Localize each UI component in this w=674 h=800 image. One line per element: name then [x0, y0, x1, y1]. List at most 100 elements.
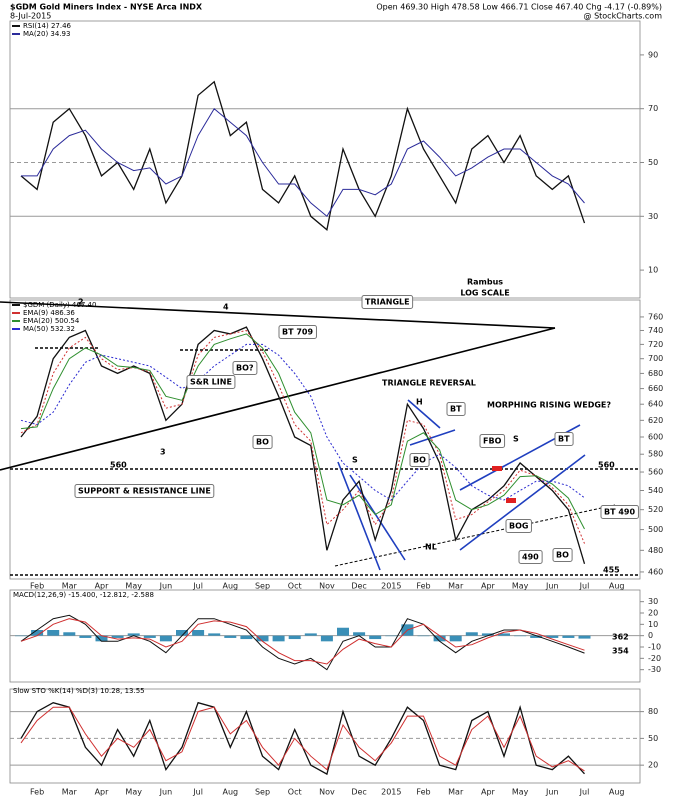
histogram-bar [111, 635, 124, 638]
x-tick-label: Aug [609, 788, 625, 797]
x-tick-label: Feb [416, 788, 430, 797]
x-tick-label: Sep [255, 582, 270, 591]
x-tick-label: Nov [319, 788, 335, 797]
histogram-bar [546, 635, 559, 638]
annotation: 362 [612, 633, 629, 642]
blue-line-1 [337, 461, 381, 571]
histogram-bar [353, 632, 366, 636]
series-line [20, 329, 585, 544]
y-tick-label: 20 [648, 609, 658, 618]
x-tick-label: Oct [288, 582, 302, 591]
histogram-bar [514, 635, 527, 637]
y-tick-label: 720 [648, 340, 663, 349]
annotation-box [74, 484, 215, 498]
wedge-bottom [459, 454, 586, 551]
x-tick-label: Jun [159, 788, 173, 797]
y-tick-label: -30 [648, 665, 661, 674]
legend-entry: RSI(14) 27.46 [23, 22, 72, 30]
date: 8-Jul-2015 [10, 12, 51, 21]
annotation: FBO [483, 437, 502, 446]
x-tick-label: Dec [351, 582, 366, 591]
histogram-bar [530, 635, 543, 638]
neckline [334, 504, 616, 567]
annotation-box [446, 402, 466, 416]
histogram-bar [272, 635, 285, 642]
histogram-bar [95, 635, 108, 642]
y-tick-label: 480 [648, 546, 663, 555]
annotation: H [416, 398, 423, 407]
histogram-bar [288, 635, 301, 640]
annotation: BT [558, 435, 570, 444]
rsi-frame [9, 20, 641, 299]
x-tick-label: Jul [192, 788, 203, 797]
y-tick-label: 0 [648, 631, 653, 640]
annotation: SUPPORT & RESISTANCE LINE [78, 487, 211, 496]
x-tick-label: May [125, 788, 142, 797]
x-tick-label: Mar [448, 788, 464, 797]
y-tick-label: 500 [648, 525, 663, 534]
x-tick-label: Mar [62, 582, 78, 591]
y-tick-label: 660 [648, 384, 663, 393]
y-tick-label: 700 [648, 354, 663, 363]
y-tick-label: 460 [648, 567, 663, 576]
histogram-bar [498, 633, 510, 636]
y-tick-label: 50 [648, 734, 658, 743]
histogram-bar [256, 635, 269, 642]
y-tick-label: 10 [648, 620, 658, 629]
annotation-box [505, 519, 532, 533]
annotation: 560 [598, 461, 615, 470]
credit: @ StockCharts.com [584, 12, 663, 21]
x-tick-label: 2015 [381, 582, 401, 591]
y-tick-label: 760 [648, 312, 663, 321]
y-tick-label: 740 [648, 326, 663, 335]
x-tick-label: Apr [481, 788, 496, 797]
y-tick-label: 80 [648, 707, 658, 716]
series-line [20, 706, 585, 772]
y-tick-label: -20 [648, 654, 661, 663]
x-tick-label: Nov [319, 582, 335, 591]
x-tick-label: Aug [222, 582, 238, 591]
y-tick-label: 30 [648, 597, 658, 606]
blue-line-2 [349, 474, 406, 561]
x-tick-label: May [512, 788, 529, 797]
y-tick-label: 20 [648, 761, 658, 770]
y-tick-label: 680 [648, 369, 663, 378]
annotation: BT 490 [604, 508, 635, 517]
annotation-box [278, 325, 317, 339]
annotation: BO? [236, 364, 254, 373]
histogram-bar [224, 635, 237, 638]
annotation-box [518, 550, 543, 564]
x-tick-label: Sep [255, 788, 270, 797]
note: Rambus [467, 278, 503, 287]
blue-line-4 [409, 429, 456, 446]
x-tick-label: Jun [159, 582, 173, 591]
histogram-bar [481, 633, 494, 636]
x-tick-label: Dec [351, 788, 366, 797]
series-line [20, 326, 586, 564]
note: LOG SCALE [460, 289, 509, 298]
y-tick-label: 640 [648, 400, 663, 409]
marker [492, 466, 502, 471]
annotation-box [552, 548, 573, 562]
y-tick-label: 90 [648, 50, 658, 59]
legend-entry: MA(50) 532.32 [23, 325, 75, 333]
histogram-bar [449, 635, 462, 642]
annotation-box [361, 295, 414, 309]
x-tick-label: Mar [448, 582, 464, 591]
y-tick-label: 620 [648, 416, 663, 425]
annotation: TRIANGLE [365, 298, 410, 307]
x-tick-label: Jul [579, 582, 590, 591]
quote: Open 469.30 High 478.58 Low 466.71 Close… [376, 3, 662, 12]
annotation: S [352, 456, 358, 465]
y-tick-label: 580 [648, 450, 663, 459]
histogram-bar [192, 630, 205, 636]
annotation-box [479, 434, 506, 448]
histogram-bar [63, 632, 76, 636]
triangle-bottom [0, 327, 556, 471]
y-tick-label: 70 [648, 104, 658, 113]
x-tick-label: Jun [545, 788, 559, 797]
histogram-bar [562, 635, 575, 638]
x-tick-label: Aug [222, 788, 238, 797]
annotation: S&R LINE [190, 378, 232, 387]
